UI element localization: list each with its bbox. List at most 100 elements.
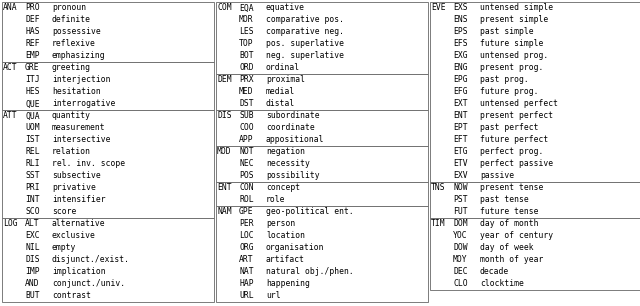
Text: EQA: EQA — [239, 3, 253, 13]
Text: ETV: ETV — [453, 159, 468, 169]
Text: EXC: EXC — [25, 232, 40, 241]
Text: EPG: EPG — [453, 76, 468, 84]
Text: pos. superlative: pos. superlative — [266, 39, 344, 48]
Text: LOC: LOC — [239, 232, 253, 241]
Text: SCO: SCO — [25, 207, 40, 217]
Text: ordinal: ordinal — [266, 64, 300, 73]
Text: PER: PER — [239, 219, 253, 229]
Text: DEC: DEC — [453, 267, 468, 277]
Bar — [216, 74, 428, 110]
Text: perfect prog.: perfect prog. — [480, 147, 543, 156]
Bar — [216, 2, 428, 74]
Text: SUB: SUB — [239, 111, 253, 121]
Text: day of week: day of week — [480, 244, 534, 252]
Text: emphasizing: emphasizing — [52, 51, 106, 61]
Text: possessive: possessive — [52, 28, 100, 36]
Text: POS: POS — [239, 171, 253, 181]
Bar — [216, 206, 428, 302]
Text: DOW: DOW — [453, 244, 468, 252]
Text: EFG: EFG — [453, 88, 468, 96]
Text: SST: SST — [25, 171, 40, 181]
Text: DOM: DOM — [453, 219, 468, 229]
Text: EVE: EVE — [431, 3, 445, 13]
Text: NAT: NAT — [239, 267, 253, 277]
Text: future perfect: future perfect — [480, 136, 548, 144]
Text: HAP: HAP — [239, 279, 253, 289]
Text: neg. superlative: neg. superlative — [266, 51, 344, 61]
Text: DIS: DIS — [217, 111, 232, 121]
Text: present tense: present tense — [480, 184, 543, 192]
Text: INT: INT — [25, 196, 40, 204]
Text: EFT: EFT — [453, 136, 468, 144]
Text: past tense: past tense — [480, 196, 529, 204]
Text: future prog.: future prog. — [480, 88, 538, 96]
Text: PRI: PRI — [25, 184, 40, 192]
Text: DIS: DIS — [25, 256, 40, 264]
Text: happening: happening — [266, 279, 310, 289]
Text: untensed simple: untensed simple — [480, 3, 553, 13]
Text: YOC: YOC — [453, 232, 468, 241]
Text: natural obj./phen.: natural obj./phen. — [266, 267, 354, 277]
Text: past perfect: past perfect — [480, 124, 538, 132]
Text: FUT: FUT — [453, 207, 468, 217]
Text: subsective: subsective — [52, 171, 100, 181]
Text: concept: concept — [266, 184, 300, 192]
Text: HAS: HAS — [25, 28, 40, 36]
Text: possibility: possibility — [266, 171, 319, 181]
Text: reflexive: reflexive — [52, 39, 96, 48]
Text: privative: privative — [52, 184, 96, 192]
Text: EFS: EFS — [453, 39, 468, 48]
Text: EXV: EXV — [453, 171, 468, 181]
Text: BUT: BUT — [25, 292, 40, 300]
Text: ENG: ENG — [453, 64, 468, 73]
Text: measurement: measurement — [52, 124, 106, 132]
Text: EXT: EXT — [453, 99, 468, 109]
Bar — [430, 2, 640, 182]
Text: AND: AND — [25, 279, 40, 289]
Text: definite: definite — [52, 16, 91, 24]
Text: ANA: ANA — [3, 3, 18, 13]
Bar — [2, 110, 214, 218]
Text: TNS: TNS — [431, 184, 445, 192]
Text: decade: decade — [480, 267, 509, 277]
Text: intensifier: intensifier — [52, 196, 106, 204]
Text: exclusive: exclusive — [52, 232, 96, 241]
Text: EPS: EPS — [453, 28, 468, 36]
Text: MED: MED — [239, 88, 253, 96]
Text: QUE: QUE — [25, 99, 40, 109]
Text: ART: ART — [239, 256, 253, 264]
Text: EMP: EMP — [25, 51, 40, 61]
Text: LES: LES — [239, 28, 253, 36]
Text: subordinate: subordinate — [266, 111, 319, 121]
Text: MOR: MOR — [239, 16, 253, 24]
Text: equative: equative — [266, 3, 305, 13]
Text: present simple: present simple — [480, 16, 548, 24]
Text: ENT: ENT — [217, 184, 232, 192]
Text: DST: DST — [239, 99, 253, 109]
Text: negation: negation — [266, 147, 305, 156]
Text: IST: IST — [25, 136, 40, 144]
Text: MOD: MOD — [217, 147, 232, 156]
Text: PRO: PRO — [25, 3, 40, 13]
Text: necessity: necessity — [266, 159, 310, 169]
Text: rel. inv. scope: rel. inv. scope — [52, 159, 125, 169]
Text: pronoun: pronoun — [52, 3, 86, 13]
Text: PST: PST — [453, 196, 468, 204]
Text: passive: passive — [480, 171, 514, 181]
Bar — [216, 182, 428, 206]
Text: HES: HES — [25, 88, 40, 96]
Text: NEC: NEC — [239, 159, 253, 169]
Text: TOP: TOP — [239, 39, 253, 48]
Text: REL: REL — [25, 147, 40, 156]
Text: disjunct./exist.: disjunct./exist. — [52, 256, 130, 264]
Text: appositional: appositional — [266, 136, 324, 144]
Text: comparative neg.: comparative neg. — [266, 28, 344, 36]
Text: present perfect: present perfect — [480, 111, 553, 121]
Text: organisation: organisation — [266, 244, 324, 252]
Bar — [430, 218, 640, 290]
Text: proximal: proximal — [266, 76, 305, 84]
Text: past simple: past simple — [480, 28, 534, 36]
Text: ENS: ENS — [453, 16, 468, 24]
Text: BOT: BOT — [239, 51, 253, 61]
Text: score: score — [52, 207, 76, 217]
